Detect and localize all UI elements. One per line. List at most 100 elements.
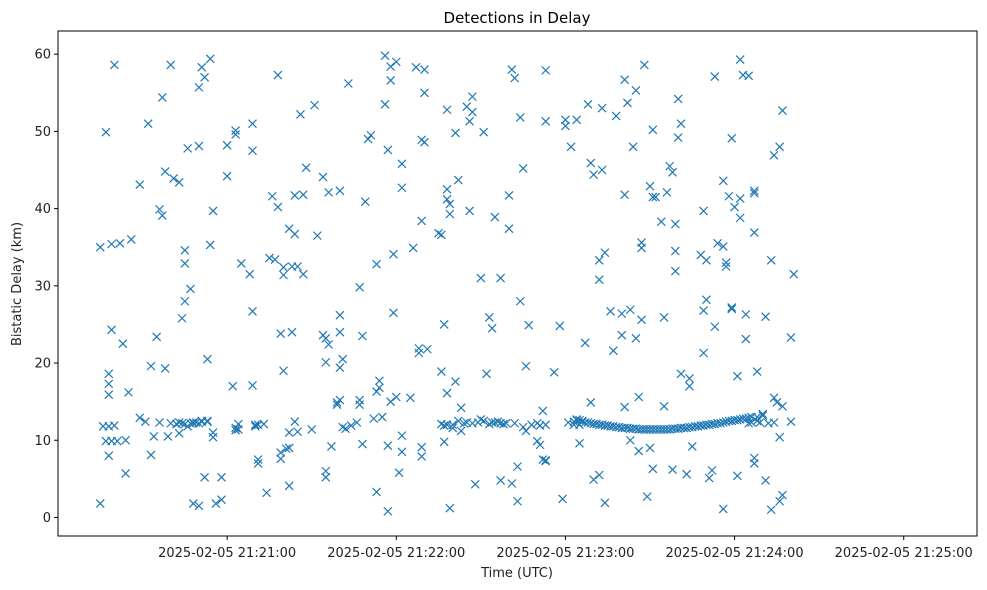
- data-point: [121, 435, 131, 445]
- data-point: [625, 305, 635, 315]
- data-point: [685, 374, 694, 383]
- data-point: [166, 60, 176, 70]
- data-point: [761, 475, 770, 485]
- data-point: [735, 194, 745, 203]
- data-point: [417, 452, 427, 461]
- data-point: [735, 213, 745, 223]
- data-point: [713, 238, 723, 248]
- data-point: [155, 204, 164, 214]
- data-point: [673, 94, 683, 104]
- data-point: [448, 423, 458, 433]
- data-point: [617, 309, 627, 319]
- data-point: [741, 309, 751, 319]
- data-point: [417, 442, 427, 452]
- x-tick-label: 2025-02-05 21:24:00: [666, 546, 804, 561]
- data-point: [778, 106, 787, 115]
- data-point: [394, 468, 404, 478]
- data-point: [265, 253, 274, 263]
- data-point: [355, 395, 365, 405]
- data-point: [248, 306, 257, 316]
- data-point: [298, 190, 308, 200]
- data-point: [352, 418, 362, 427]
- data-point: [786, 333, 796, 342]
- data-point: [558, 494, 568, 504]
- data-point: [335, 186, 345, 196]
- data-point: [420, 65, 429, 75]
- data-point: [236, 258, 246, 268]
- data-point: [434, 228, 443, 238]
- data-point: [321, 357, 331, 367]
- data-point: [535, 440, 545, 450]
- data-point: [625, 435, 635, 445]
- data-point: [222, 171, 232, 181]
- data-point: [758, 409, 768, 419]
- data-point: [222, 140, 232, 150]
- data-point: [262, 488, 272, 498]
- data-point: [501, 418, 511, 428]
- data-point: [290, 417, 300, 427]
- data-point: [442, 194, 452, 204]
- data-point: [104, 451, 114, 461]
- data-point: [648, 125, 658, 135]
- data-point: [732, 371, 742, 381]
- data-point: [541, 420, 551, 430]
- x-tick-label: 2025-02-05 21:22:00: [327, 546, 465, 561]
- data-point: [422, 344, 432, 354]
- x-tick-label: 2025-02-05 21:23:00: [496, 546, 634, 561]
- data-point: [233, 419, 243, 429]
- data-point: [597, 103, 607, 113]
- data-point: [651, 192, 661, 202]
- data-point: [744, 418, 754, 428]
- data-point: [701, 255, 711, 265]
- data-point: [484, 419, 494, 429]
- data-point: [476, 273, 486, 283]
- data-point: [372, 487, 381, 497]
- data-point: [194, 141, 204, 151]
- data-point: [456, 426, 466, 436]
- data-point: [180, 245, 190, 255]
- data-point: [355, 282, 365, 292]
- data-point: [383, 506, 393, 516]
- data-point: [575, 438, 584, 448]
- data-point: [140, 417, 150, 427]
- y-tick-label: 10: [34, 434, 51, 449]
- data-point: [369, 414, 379, 424]
- data-point: [386, 397, 396, 407]
- data-point: [496, 475, 506, 485]
- data-point: [374, 383, 384, 393]
- data-point: [639, 60, 649, 70]
- data-point: [107, 239, 116, 249]
- data-point: [200, 472, 210, 482]
- data-point: [676, 119, 686, 129]
- data-point: [293, 427, 303, 437]
- data-point: [580, 338, 590, 348]
- data-point: [532, 436, 542, 446]
- data-point: [290, 229, 300, 239]
- data-point: [420, 137, 429, 147]
- data-point: [146, 361, 156, 371]
- data-point: [380, 99, 390, 109]
- data-point: [248, 146, 257, 156]
- data-point: [279, 262, 288, 272]
- data-point: [281, 444, 291, 454]
- data-point: [360, 197, 370, 207]
- data-point: [146, 450, 156, 460]
- data-point: [248, 381, 257, 390]
- data-point: [408, 243, 418, 253]
- data-point: [769, 150, 779, 160]
- data-point: [699, 306, 708, 315]
- data-point: [273, 70, 283, 80]
- data-point: [510, 73, 520, 83]
- data-point: [631, 86, 641, 95]
- data-point: [507, 479, 517, 488]
- data-point: [778, 401, 787, 411]
- y-tick-label: 60: [34, 48, 51, 63]
- data-point: [160, 364, 170, 373]
- data-point: [766, 505, 776, 515]
- data-point: [397, 183, 407, 193]
- data-point: [637, 238, 646, 247]
- data-point: [439, 320, 449, 329]
- data-point: [377, 412, 387, 422]
- data-point: [648, 192, 658, 202]
- data-point: [479, 127, 489, 137]
